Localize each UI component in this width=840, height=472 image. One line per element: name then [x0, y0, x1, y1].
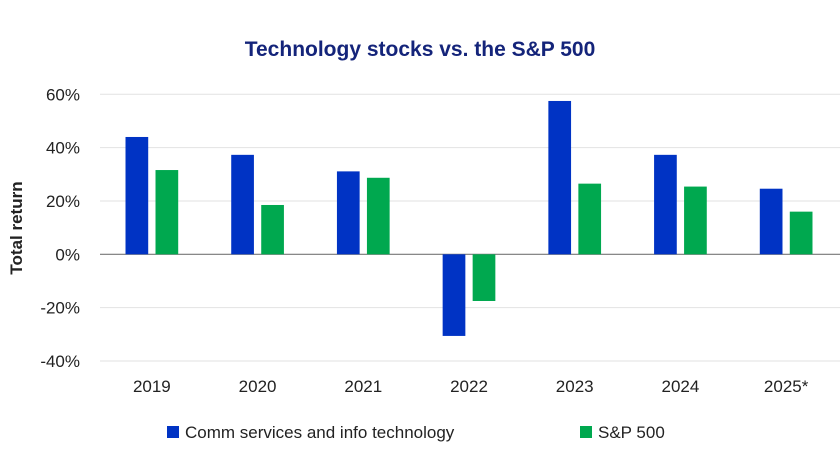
bar-sp500-2022 [472, 254, 496, 301]
x-tick-label: 2019 [133, 377, 171, 396]
bar-sp500-2023 [578, 183, 602, 255]
legend-swatch [580, 426, 592, 438]
legend-label: Comm services and info technology [185, 423, 455, 442]
bar-sp500-2020 [261, 204, 284, 255]
bar-sp500-2025 [789, 211, 813, 255]
bar-sp500-2024 [684, 186, 707, 255]
bar-comm-tech-2024 [654, 154, 677, 255]
legend-label: S&P 500 [598, 423, 665, 442]
bar-comm-tech-2023 [548, 100, 572, 255]
bar-sp500-2021 [366, 177, 390, 255]
bar-comm-tech-2022 [442, 254, 466, 336]
bar-comm-tech-2019 [125, 136, 149, 255]
y-tick-label: 0% [55, 245, 80, 264]
bar-comm-tech-2020 [231, 154, 254, 255]
x-tick-label: 2024 [662, 377, 700, 396]
y-axis-label: Total return [7, 181, 26, 274]
y-tick-label: -40% [40, 352, 80, 371]
chart-title: Technology stocks vs. the S&P 500 [245, 38, 596, 61]
x-tick-label: 2022 [450, 377, 488, 396]
x-tick-label: 2021 [344, 377, 382, 396]
y-tick-label: 20% [46, 192, 80, 211]
bar-comm-tech-2021 [336, 171, 360, 255]
x-tick-label: 2023 [556, 377, 594, 396]
bar-comm-tech-2025 [759, 188, 783, 255]
bar-sp500-2019 [155, 170, 179, 255]
x-tick-label: 2025* [764, 377, 809, 396]
y-tick-label: -20% [40, 299, 80, 318]
x-tick-label: 2020 [239, 377, 277, 396]
y-tick-label: 60% [46, 85, 80, 104]
legend-swatch [167, 426, 179, 438]
y-tick-label: 40% [46, 139, 80, 158]
